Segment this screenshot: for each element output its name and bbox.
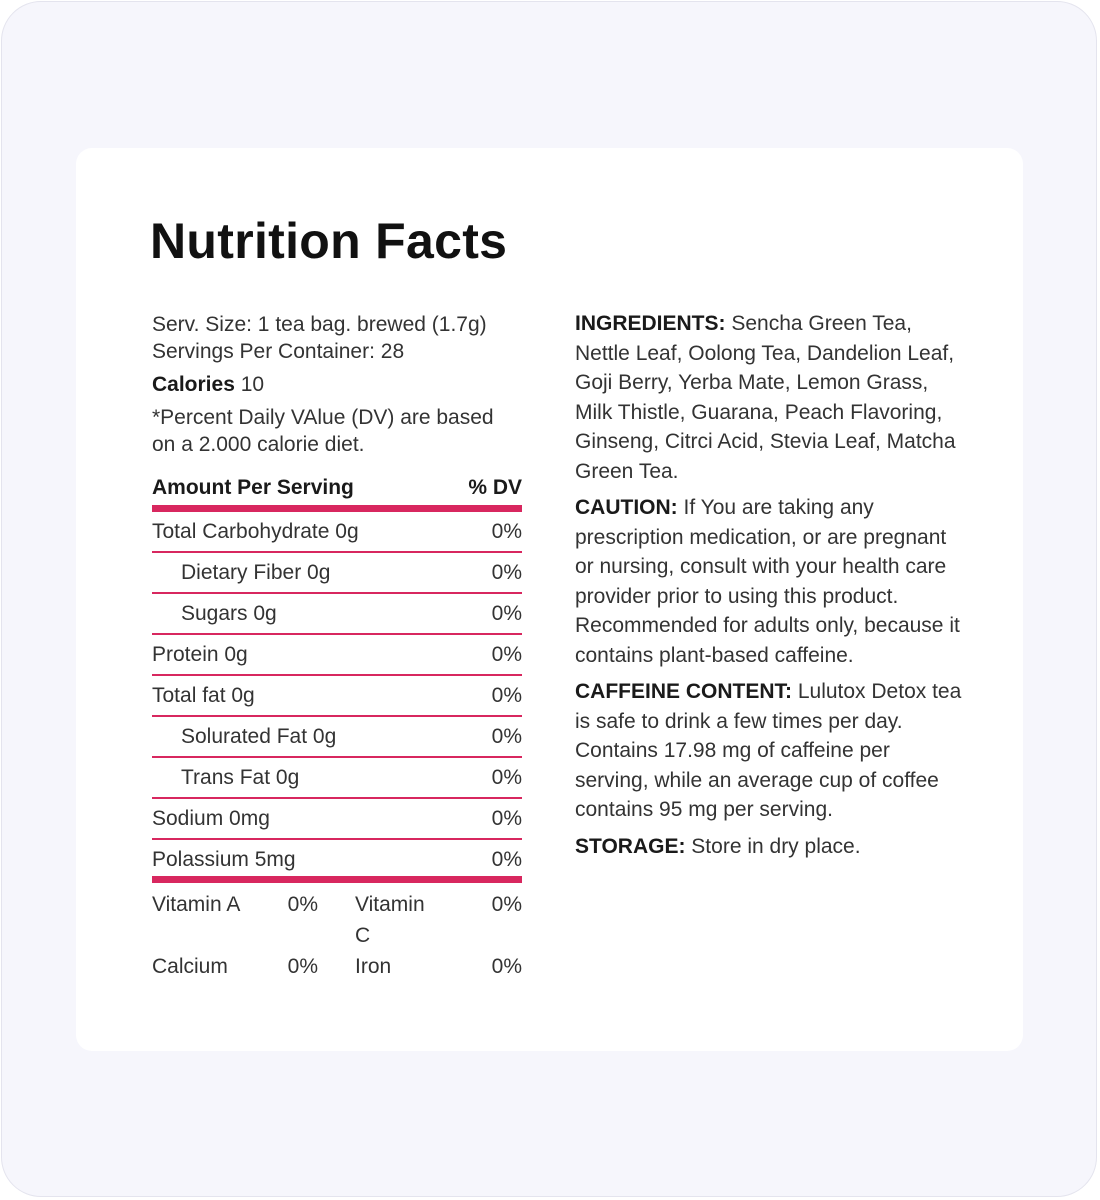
serving-size: Serv. Size: 1 tea bag. brewed (1.7g): [152, 313, 487, 336]
vitamins-grid: Vitamin A 0% Vitamin C 0% Calcium 0% Iron 0%: [152, 893, 522, 978]
nutrient-label: Total Carbohydrate 0g: [152, 520, 359, 543]
nutrient-dv: 0%: [491, 643, 522, 666]
nutrition-panel: Serv. Size: 1 tea bag. brewed (1.7g) Ser…: [152, 311, 522, 982]
table-row: Sodium 0mg 0%: [152, 799, 522, 840]
nutrient-dv: 0%: [491, 725, 522, 748]
table-row: Solurated Fat 0g 0%: [152, 717, 522, 758]
table-row: Total fat 0g 0%: [152, 676, 522, 717]
table-row: Protein 0g 0%: [152, 635, 522, 676]
servings-per-container: Servings Per Container: 28: [152, 340, 405, 363]
nutrient-dv: 0%: [491, 561, 522, 584]
nutrient-dv: 0%: [491, 520, 522, 543]
nutrient-label: Protein 0g: [152, 643, 248, 666]
nutrient-dv: 0%: [491, 807, 522, 830]
storage: STORAGE: Store in dry place.: [575, 834, 861, 858]
table-row: Polassium 5mg 0%: [152, 840, 522, 883]
nutrient-label: Trans Fat 0g: [181, 766, 300, 789]
caution: CAUTION: If You are taking any prescript…: [575, 496, 960, 667]
nutrient-label: Sodium 0mg: [152, 807, 270, 830]
nutrient-label: Total fat 0g: [152, 684, 255, 707]
dv-note: *Percent Daily VAlue (DV) are based on a…: [152, 406, 494, 456]
table-row: Sugars 0g 0%: [152, 594, 522, 635]
nutrient-label: Sugars 0g: [181, 602, 277, 625]
table-row: Total Carbohydrate 0g 0%: [152, 512, 522, 553]
table-row: Dietary Fiber 0g 0%: [152, 553, 522, 594]
page-title: Nutrition Facts: [150, 213, 508, 269]
nutrient-dv: 0%: [491, 602, 522, 625]
nutrient-label: Polassium 5mg: [152, 848, 296, 871]
nutrition-card: [76, 148, 1023, 1051]
table-row: Trans Fat 0g 0%: [152, 758, 522, 799]
nutrient-dv: 0%: [491, 684, 522, 707]
caffeine-content: CAFFEINE CONTENT: Lulutox Detox tea is s…: [575, 680, 962, 821]
calories: Calories 10: [152, 373, 265, 396]
nutrient-dv: 0%: [491, 766, 522, 789]
nutrient-dv: 0%: [491, 848, 522, 871]
ingredients: INGREDIENTS: Sencha Green Tea, Nettle Le…: [575, 312, 956, 483]
nutrient-label: Dietary Fiber 0g: [181, 561, 331, 584]
info-panel: INGREDIENTS: Sencha Green Tea, Nettle Le…: [575, 309, 965, 868]
nutrient-label: Solurated Fat 0g: [181, 725, 337, 748]
table-header: Amount Per Serving % DV: [152, 474, 522, 512]
